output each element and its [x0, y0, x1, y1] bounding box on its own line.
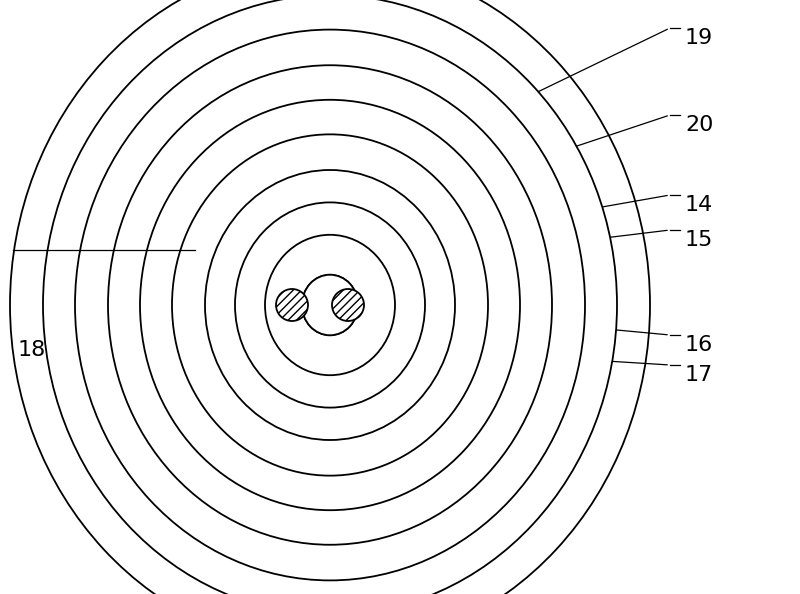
Circle shape	[332, 289, 364, 321]
Ellipse shape	[10, 0, 650, 594]
Text: 19: 19	[685, 28, 714, 48]
Ellipse shape	[108, 65, 552, 545]
Circle shape	[276, 289, 308, 321]
Text: 15: 15	[685, 230, 714, 250]
Text: 16: 16	[685, 335, 714, 355]
Ellipse shape	[302, 275, 358, 335]
Text: 14: 14	[685, 195, 714, 215]
Ellipse shape	[43, 0, 617, 594]
Circle shape	[276, 289, 308, 321]
Text: 17: 17	[685, 365, 714, 385]
Ellipse shape	[265, 235, 395, 375]
Ellipse shape	[235, 203, 425, 407]
Ellipse shape	[172, 134, 488, 476]
Text: 18: 18	[18, 340, 46, 360]
Ellipse shape	[140, 100, 520, 510]
Ellipse shape	[75, 30, 585, 580]
Circle shape	[332, 289, 364, 321]
Ellipse shape	[302, 275, 358, 335]
Ellipse shape	[205, 170, 455, 440]
Text: 20: 20	[685, 115, 714, 135]
